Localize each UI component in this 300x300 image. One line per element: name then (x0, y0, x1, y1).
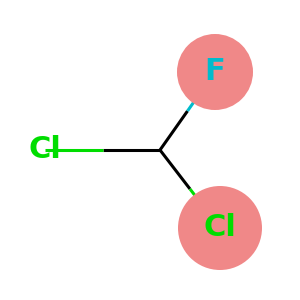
Text: Cl: Cl (204, 214, 236, 242)
Circle shape (178, 186, 262, 270)
Text: F: F (205, 58, 225, 86)
Circle shape (177, 34, 253, 110)
Text: Cl: Cl (28, 136, 61, 164)
